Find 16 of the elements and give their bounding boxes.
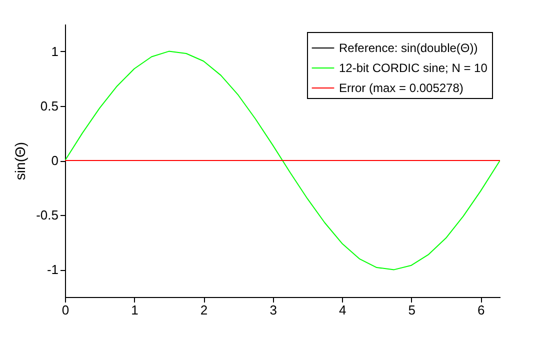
x-tick-label: 0: [62, 302, 70, 318]
legend-label: Error (max = 0.005278): [339, 81, 464, 95]
x-tick-label: 3: [270, 302, 277, 318]
x-tick-label: 2: [200, 302, 208, 318]
x-tick-label: 5: [408, 302, 416, 318]
y-tick-label: -0.5: [36, 208, 58, 223]
y-tick-label: -1: [46, 262, 58, 278]
legend-label: 12-bit CORDIC sine; N = 10: [339, 61, 488, 75]
x-tick-label: 4: [338, 302, 346, 318]
x-tick-label: 6: [477, 302, 485, 318]
y-tick-label: 0.5: [40, 98, 58, 114]
legend-label: Reference: sin(double(Θ)): [339, 41, 478, 55]
y-tick-label: 1: [51, 44, 58, 59]
x-tick-label: 1: [131, 302, 138, 318]
y-axis-title: sin(Θ): [12, 142, 28, 180]
y-tick-label: 0: [51, 153, 58, 168]
